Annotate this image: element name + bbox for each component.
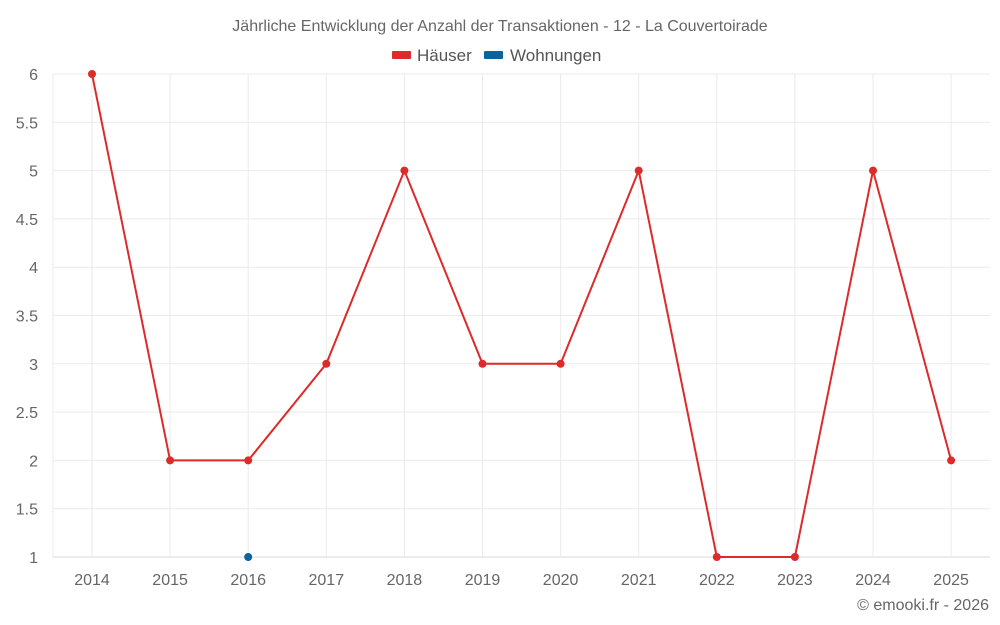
data-point[interactable] [556,359,565,368]
y-tick-label: 4 [29,260,38,277]
x-tick-label: 2019 [465,572,501,589]
y-axis-ticks: 1 1.5 2 2.5 3 3.5 4 4.5 5 5.5 6 [16,67,38,567]
y-tick-label: 5 [29,164,38,181]
data-point[interactable] [947,456,956,465]
chart-title: Jährliche Entwicklung der Anzahl der Tra… [232,18,768,35]
legend-item-haeuser[interactable]: Häuser [392,46,472,65]
legend-label-haeuser: Häuser [417,46,472,65]
series-layer [88,70,956,561]
data-point[interactable] [244,553,253,561]
series-wohnungen [244,553,253,561]
legend-label-wohnungen: Wohnungen [510,46,601,65]
y-tick-label: 2 [29,453,38,470]
y-tick-label: 1.5 [16,502,38,519]
x-tick-label: 2021 [621,572,657,589]
legend-swatch-wohnungen [484,51,503,59]
y-tick-label: 5.5 [16,115,38,132]
legend: Häuser Wohnungen [392,46,601,65]
grid-lines [52,73,990,558]
data-point[interactable] [400,166,409,175]
legend-swatch-haeuser [392,51,411,59]
data-point[interactable] [244,456,253,465]
data-point[interactable] [869,166,877,175]
x-tick-label: 2018 [387,572,423,589]
x-tick-label: 2020 [543,572,579,589]
x-tick-label: 2024 [855,572,891,589]
x-tick-label: 2023 [777,572,813,589]
series-häuser [88,70,956,561]
x-tick-label: 2014 [74,572,110,589]
data-point[interactable] [322,359,331,368]
x-tick-label: 2025 [933,572,969,589]
data-point[interactable] [712,553,721,561]
data-point[interactable] [634,166,643,175]
y-tick-label: 4.5 [16,212,38,229]
y-tick-label: 3 [29,357,38,374]
x-tick-label: 2022 [699,572,735,589]
y-tick-label: 6 [29,67,38,84]
x-axis-ticks: 2014 2015 2016 2017 2018 2019 2020 2021 2022 2023… [74,572,969,589]
data-point[interactable] [790,553,799,561]
data-point[interactable] [166,456,175,465]
data-point[interactable] [478,359,487,368]
copyright-credit: © emooki.fr - 2026 [857,597,989,614]
data-point[interactable] [88,70,96,78]
y-tick-label: 3.5 [16,309,38,326]
legend-item-wohnungen[interactable]: Wohnungen [484,46,601,65]
y-tick-label: 2.5 [16,405,38,422]
series-line [91,73,953,558]
x-tick-label: 2016 [230,572,266,589]
y-tick-label: 1 [29,550,38,567]
x-tick-label: 2015 [152,572,188,589]
x-tick-label: 2017 [309,572,345,589]
